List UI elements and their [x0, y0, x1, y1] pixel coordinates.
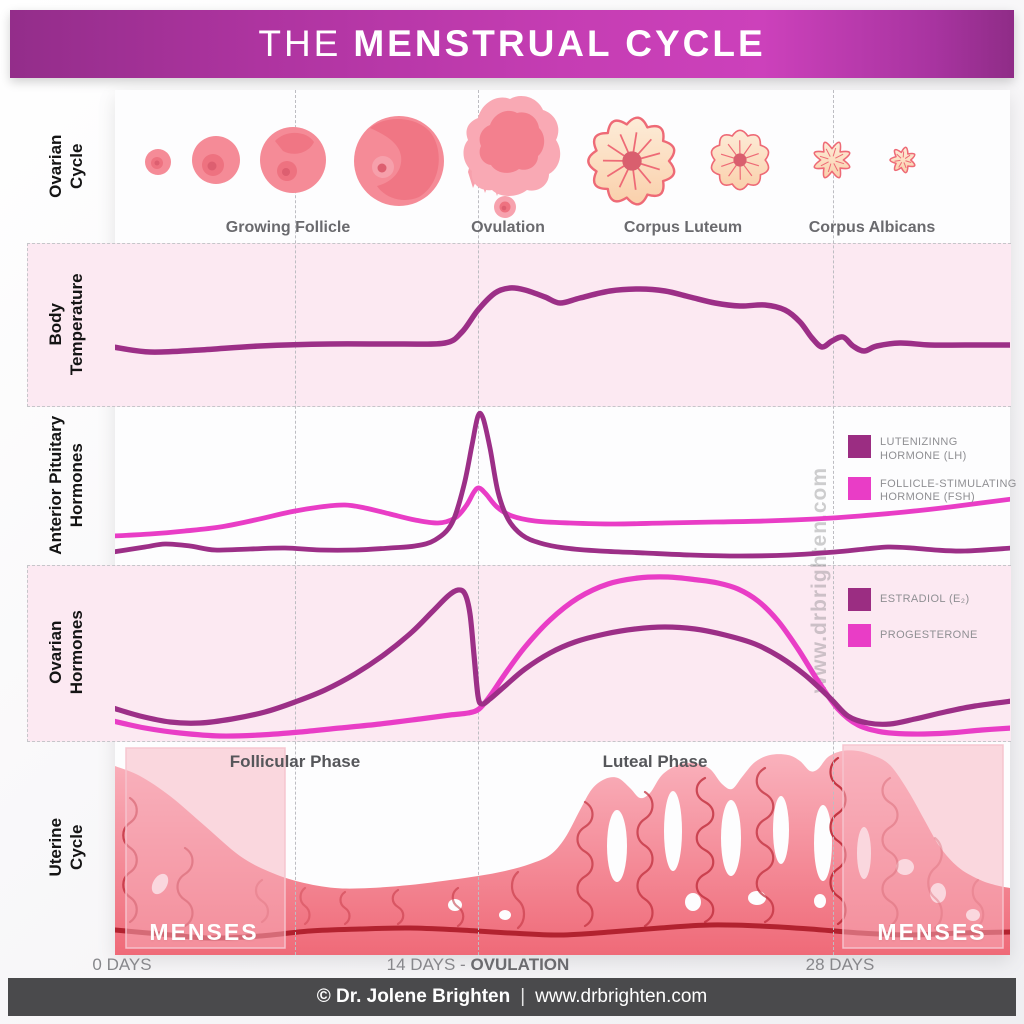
- row-label-ovarian-hormones: Ovarian Hormones: [45, 610, 86, 695]
- estradiol-curve: [115, 587, 1010, 727]
- gridline-day-28: [833, 90, 834, 955]
- title-banner: THE MENSTRUAL CYCLE: [10, 10, 1014, 78]
- body-temperature-chart: [115, 285, 1010, 355]
- fsh-swatch: [848, 476, 871, 500]
- follicular-phase-label: Follicular Phase: [229, 752, 361, 771]
- body-temperature-curve: [115, 285, 1010, 355]
- footer-divider: |: [520, 986, 526, 1007]
- ovarian-cycle-strip: [145, 96, 916, 218]
- estradiol-swatch: [848, 588, 871, 611]
- footer-website: www.drbrighten.com: [535, 986, 708, 1007]
- axis-label-14-days: 14 DAYS - OVULATION: [386, 955, 570, 974]
- ovulation-icon: [463, 96, 561, 218]
- follicle-stage-1-icon: [145, 149, 171, 175]
- title-prefix: THE: [258, 23, 342, 64]
- progesterone-swatch: [848, 624, 871, 647]
- lh-swatch: [848, 435, 871, 458]
- legend-item-progesterone: PROGESTERONE: [848, 624, 978, 647]
- endometrium-shape: [115, 750, 1010, 955]
- axis-label-28-days: 28 DAYS: [805, 955, 875, 974]
- corpus-luteum-1-icon: [587, 116, 676, 206]
- follicle-stage-3-icon: [260, 127, 326, 193]
- follicle-stage-4-icon: [354, 116, 444, 206]
- row-label-uterine-cycle: Uterine Cycle: [45, 817, 86, 877]
- gridline-day-14: [478, 90, 479, 955]
- corpus-albicans-1-icon: [813, 141, 851, 179]
- lh-curve: [115, 410, 1010, 559]
- fsh-curve: [115, 485, 1010, 539]
- legend-item-estradiol: ESTRADIOL (E₂): [848, 588, 978, 611]
- axis-label-0-days: 0 DAYS: [92, 955, 152, 974]
- stage-label-corpus-luteum: Corpus Luteum: [623, 219, 743, 236]
- menses-overlays: [125, 744, 1004, 949]
- corpus-albicans-2-icon: [889, 146, 916, 174]
- pituitary-legend: LUTENIZINNG HORMONE (LH) FOLLICLE-STIMUL…: [848, 435, 1017, 518]
- menses-label-left: MENSES: [149, 919, 259, 945]
- luteal-phase-label: Luteal Phase: [602, 752, 708, 771]
- footer-bar: © Dr. Jolene Brighten | www.drbrighten.c…: [8, 978, 1016, 1016]
- uterine-cycle-illustration: [115, 744, 1010, 955]
- follicle-stage-2-icon: [192, 136, 240, 184]
- legend-item-fsh: FOLLICLE-STIMULATING HORMONE (FSH): [848, 476, 1017, 506]
- stage-label-ovulation: Ovulation: [471, 219, 545, 236]
- gridline-menses-end: [295, 90, 296, 955]
- stage-label-growing-follicle: Growing Follicle: [225, 219, 351, 236]
- stage-label-corpus-albicans: Corpus Albicans: [808, 219, 936, 236]
- ovarian-legend: ESTRADIOL (E₂) PROGESTERONE: [848, 588, 978, 660]
- footer-copyright: © Dr. Jolene Brighten: [316, 986, 511, 1007]
- menses-label-right: MENSES: [877, 919, 987, 945]
- page-title: MENSTRUAL CYCLE: [353, 23, 766, 64]
- body-temperature-band: [27, 243, 1011, 407]
- legend-item-lh: LUTENIZINNG HORMONE (LH): [848, 435, 1017, 464]
- ovarian-hormones-chart: [115, 574, 1010, 739]
- anterior-pituitary-chart: [115, 410, 1010, 559]
- corpus-luteum-2-icon: [710, 129, 770, 191]
